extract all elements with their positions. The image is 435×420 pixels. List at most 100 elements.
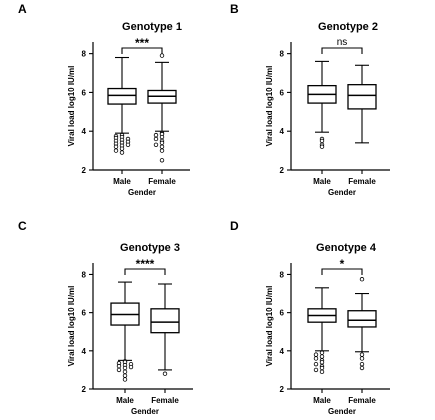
box-male <box>107 56 137 155</box>
y-tick-label: 4 <box>82 127 87 136</box>
outlier-point <box>313 367 319 373</box>
panel-title: Genotype 2 <box>318 21 378 33</box>
box-female <box>150 283 180 376</box>
y-tick-label: 2 <box>82 166 87 175</box>
outlier-point <box>119 146 125 151</box>
outlier-point <box>162 371 168 376</box>
outlier-point <box>159 140 165 146</box>
outlier-point <box>319 144 325 149</box>
box-iqr <box>150 308 180 334</box>
outlier-point <box>122 369 128 375</box>
outlier-point <box>122 365 128 371</box>
panel-title: Genotype 1 <box>122 21 182 33</box>
outlier-point <box>319 360 325 365</box>
x-tick-label: Female <box>348 396 376 405</box>
box-male <box>307 60 337 149</box>
outlier-point <box>122 377 128 382</box>
y-tick-label: 8 <box>280 50 285 59</box>
y-tick-label: 4 <box>280 127 285 136</box>
significance-bracket <box>121 47 163 54</box>
panel-c: C Genotype 3 2 4 6 8 Male Female Gender Viral loa… <box>18 219 193 416</box>
outlier-point <box>359 356 365 361</box>
outlier-point <box>313 361 319 367</box>
x-tick-label: Female <box>348 177 376 186</box>
panel-a: A Genotype 1 2 4 6 8 Male Female Gender Viral loa… <box>18 2 190 197</box>
panel-title: Genotype 4 <box>316 242 377 254</box>
outlier-point <box>319 138 325 144</box>
y-tick-label: 4 <box>280 347 285 356</box>
panel-letter: B <box>230 2 239 16</box>
outlier-point <box>319 365 325 371</box>
outlier-point <box>113 148 119 153</box>
outlier-point <box>313 356 319 361</box>
y-tick-label: 8 <box>82 50 87 59</box>
x-tick-label: Female <box>151 396 179 405</box>
outlier-point <box>116 363 122 369</box>
x-axis-label: Gender <box>328 188 356 197</box>
outlier-point <box>113 144 119 149</box>
y-tick-label: 4 <box>82 347 87 356</box>
x-tick-label: Male <box>116 396 134 405</box>
panel-letter: C <box>18 219 27 233</box>
outlier-point <box>159 134 165 140</box>
outlier-point <box>159 148 165 153</box>
x-axis-label: Gender <box>128 188 156 197</box>
significance-label: * <box>340 257 345 271</box>
outlier-point <box>153 142 159 147</box>
outlier-point <box>159 144 165 149</box>
y-axis-label: Viral load log10 IU/ml <box>67 286 76 367</box>
box-male <box>307 287 337 375</box>
panel-letter: A <box>18 2 27 16</box>
outlier-point <box>319 369 325 375</box>
box-male <box>110 281 140 382</box>
x-tick-label: Male <box>113 177 131 186</box>
outlier-point <box>313 352 319 357</box>
box-female <box>347 277 377 371</box>
outlier-point <box>153 136 159 142</box>
y-tick-label: 8 <box>280 270 285 279</box>
y-tick-label: 6 <box>280 88 285 97</box>
box-iqr <box>107 87 137 105</box>
outlier-point <box>359 277 365 282</box>
x-tick-label: Male <box>313 177 331 186</box>
y-tick-label: 8 <box>82 270 87 279</box>
y-axis-label: Viral load log10 IU/ml <box>265 286 274 367</box>
outlier-point <box>159 53 165 58</box>
box-iqr <box>347 84 377 110</box>
outlier-point <box>116 367 122 373</box>
significance-label: ns <box>337 37 348 48</box>
outlier-point <box>125 142 131 147</box>
outlier-point <box>319 354 325 359</box>
x-tick-label: Female <box>148 177 176 186</box>
x-axis-label: Gender <box>131 407 159 416</box>
outlier-point <box>122 373 128 378</box>
outlier-point <box>319 350 325 355</box>
y-tick-label: 2 <box>280 166 285 175</box>
significance-bracket <box>321 268 363 275</box>
panel-title: Genotype 3 <box>120 242 180 254</box>
box-iqr <box>347 310 377 328</box>
y-axis-label: Viral load log10 IU/ml <box>265 66 274 147</box>
box-female <box>147 53 177 163</box>
outlier-point <box>159 158 165 163</box>
panel-b: B Genotype 2 2 4 6 8 Male Female Gender Viral loa… <box>230 2 390 197</box>
y-tick-label: 2 <box>82 385 87 394</box>
significance-bracket <box>124 268 166 275</box>
significance-bracket <box>321 47 363 54</box>
y-tick-label: 2 <box>280 385 285 394</box>
outlier-point <box>359 352 365 357</box>
outlier-point <box>359 361 365 367</box>
outlier-point <box>359 365 365 371</box>
y-tick-label: 6 <box>280 309 285 318</box>
x-tick-label: Male <box>313 396 331 405</box>
outlier-point <box>153 132 159 138</box>
panel-d: D Genotype 4 2 4 6 8 Male Female Gender Viral loa… <box>230 219 390 416</box>
y-tick-label: 6 <box>82 309 87 318</box>
panel-letter: D <box>230 219 239 233</box>
outlier-point <box>119 150 125 155</box>
outlier-point <box>128 364 134 370</box>
significance-label: **** <box>136 257 155 271</box>
box-female <box>347 64 377 144</box>
significance-label: *** <box>135 36 149 50</box>
y-tick-label: 6 <box>82 88 87 97</box>
